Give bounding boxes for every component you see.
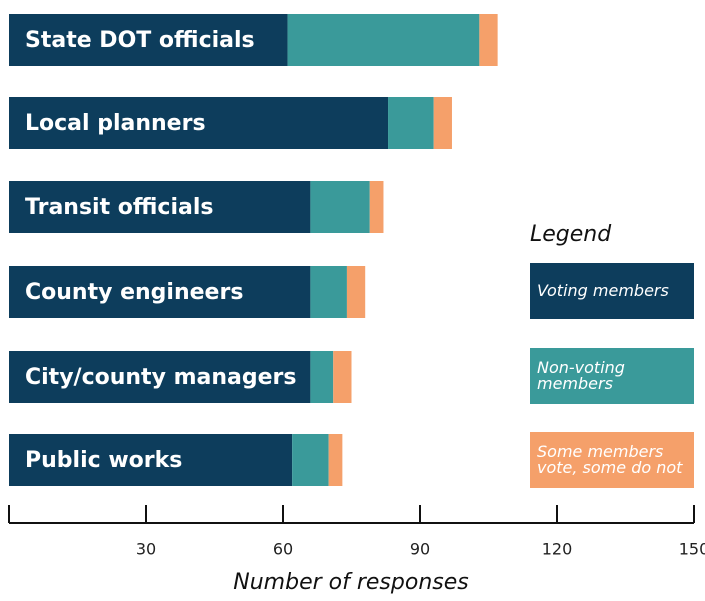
x-axis-label: Number of responses xyxy=(233,570,468,595)
bar-segment xyxy=(433,97,452,149)
category-label: Transit officials xyxy=(25,195,213,220)
legend-title: Legend xyxy=(530,222,612,247)
legend-entry: Voting members xyxy=(530,263,694,319)
category-label: County engineers xyxy=(25,280,243,305)
x-tick-label: 120 xyxy=(542,540,573,559)
bar-segment xyxy=(287,14,480,66)
bar-segment xyxy=(9,97,389,149)
bar-segment xyxy=(310,351,334,403)
bar-segment xyxy=(9,14,288,66)
x-tick-label: 60 xyxy=(273,540,293,559)
bar-segment xyxy=(310,266,347,318)
category-label: State DOT officials xyxy=(25,28,255,53)
bar-segment xyxy=(310,181,370,233)
x-tick-label: 90 xyxy=(410,540,430,559)
legend-entry: Some members vote, some do not xyxy=(530,432,694,488)
category-label: Local planners xyxy=(25,111,206,136)
bar-segment xyxy=(369,181,384,233)
bar-segment xyxy=(9,181,311,233)
x-tick-label: 30 xyxy=(136,540,156,559)
bar-segment xyxy=(333,351,352,403)
bar-segment xyxy=(479,14,498,66)
bar-segment xyxy=(9,434,293,486)
bar-segment xyxy=(292,434,329,486)
bar-segment xyxy=(9,266,311,318)
bar-segment xyxy=(9,351,311,403)
category-label: City/county managers xyxy=(25,365,296,390)
x-tick-label: 150 xyxy=(679,540,705,559)
bar-segment xyxy=(388,97,434,149)
bar-segment xyxy=(346,266,366,318)
bar-segment xyxy=(328,434,343,486)
legend-entry: Non-voting members xyxy=(530,348,694,404)
category-label: Public works xyxy=(25,448,182,473)
